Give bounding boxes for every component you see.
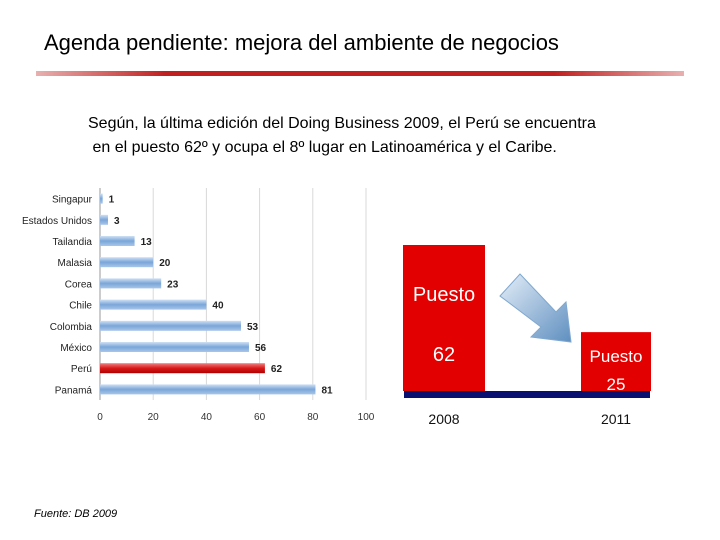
data-label: 3 <box>114 216 120 227</box>
data-label: 23 <box>167 279 179 290</box>
category-label: Singapur <box>52 195 93 206</box>
data-label: 62 <box>271 364 283 375</box>
year-bar <box>403 245 485 391</box>
baseline-band <box>404 391 650 398</box>
x-tick-label: 0 <box>97 412 103 423</box>
bar <box>100 342 249 352</box>
source-note: Fuente: DB 2009 <box>34 508 118 520</box>
bar-caption: Puesto <box>590 347 643 366</box>
bar <box>100 193 103 204</box>
bar <box>100 278 162 289</box>
year-label: 2008 <box>428 411 459 427</box>
category-label: México <box>60 343 92 354</box>
x-tick-label: 100 <box>358 412 375 423</box>
year-label: 2011 <box>601 411 631 427</box>
x-tick-label: 60 <box>254 412 266 423</box>
bar <box>100 299 207 310</box>
trend-arrow <box>499 273 572 343</box>
arrow-shape <box>499 273 572 343</box>
category-label: Corea <box>65 279 93 290</box>
data-label: 1 <box>109 195 115 206</box>
bar <box>100 363 265 374</box>
bar-value-label: 25 <box>607 375 626 394</box>
bar <box>100 257 154 268</box>
year-bar <box>581 332 651 391</box>
x-tick-label: 40 <box>201 412 213 423</box>
bar <box>100 236 135 246</box>
data-label: 20 <box>159 258 171 269</box>
category-label: Tailandia <box>53 237 93 248</box>
page-title: Agenda pendiente: mejora del ambiente de… <box>44 30 559 55</box>
data-label: 13 <box>141 237 153 248</box>
subtitle: Según, la última edición del Doing Busin… <box>88 112 688 160</box>
data-label: 56 <box>255 343 267 354</box>
bar <box>100 214 108 225</box>
data-label: 81 <box>321 385 333 396</box>
data-label: 40 <box>212 301 224 312</box>
category-label: Malasia <box>58 258 93 269</box>
category-label: Colombia <box>50 322 93 333</box>
bar-value-label: 62 <box>433 344 455 366</box>
subtitle-line-1: Según, la última edición del Doing Busin… <box>88 115 596 132</box>
bar <box>100 320 241 331</box>
subtitle-line-2: en el puesto 62º y ocupa el 8º lugar en … <box>88 139 557 156</box>
bar <box>100 384 316 395</box>
category-label: Perú <box>71 364 92 375</box>
bar-caption: Puesto <box>413 284 475 306</box>
x-tick-label: 80 <box>307 412 319 423</box>
title-divider <box>36 71 684 76</box>
category-label: Chile <box>69 301 92 312</box>
x-tick-label: 20 <box>148 412 160 423</box>
data-label: 53 <box>247 322 259 333</box>
category-label: Estados Unidos <box>22 216 92 227</box>
category-label: Panamá <box>55 385 93 396</box>
